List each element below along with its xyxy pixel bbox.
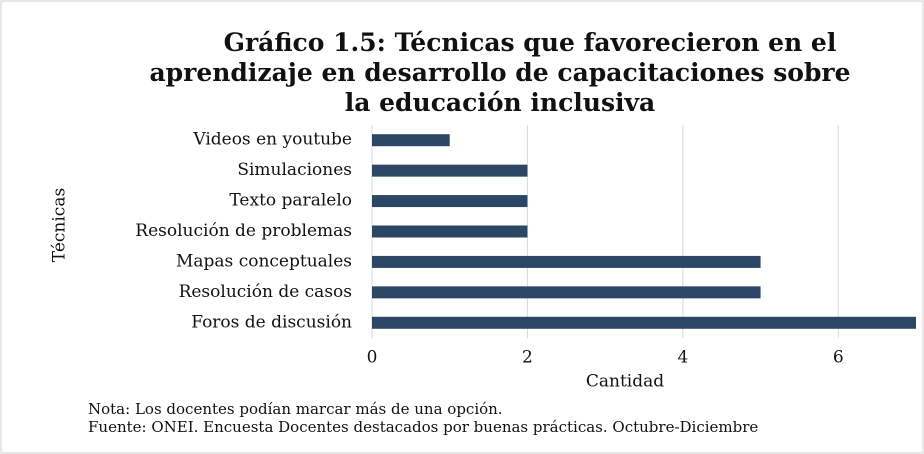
y-tick-label: Resolución de problemas [135,221,352,241]
y-tick-label: Mapas conceptuales [176,251,352,271]
bar [372,255,761,268]
x-axis-label: Cantidad [586,372,664,392]
bar [372,286,761,299]
y-axis-label: Técnicas [50,188,70,262]
bar [372,164,528,177]
y-tick-label: Videos en youtube [192,130,352,150]
bar [372,225,528,238]
note: Fuente: ONEI. Encuesta Docentes destacad… [88,418,758,436]
bar [372,195,528,208]
y-tick-label: Resolución de casos [179,282,352,302]
bar [372,316,916,329]
x-tick-label: 2 [522,348,533,368]
chart-title: Gráfico 1.5: Técnicas que favorecieron e… [149,28,851,117]
y-tick-label: Texto paralelo [229,191,352,211]
y-tick-label: Foros de discusión [191,312,352,332]
x-tick-label: 6 [833,348,844,368]
bar [372,134,450,147]
note: Nota: Los docentes podían marcar más de … [88,400,503,418]
x-tick-label: 0 [367,348,378,368]
x-tick-label: 4 [677,348,688,368]
y-tick-label: Simulaciones [237,160,352,180]
